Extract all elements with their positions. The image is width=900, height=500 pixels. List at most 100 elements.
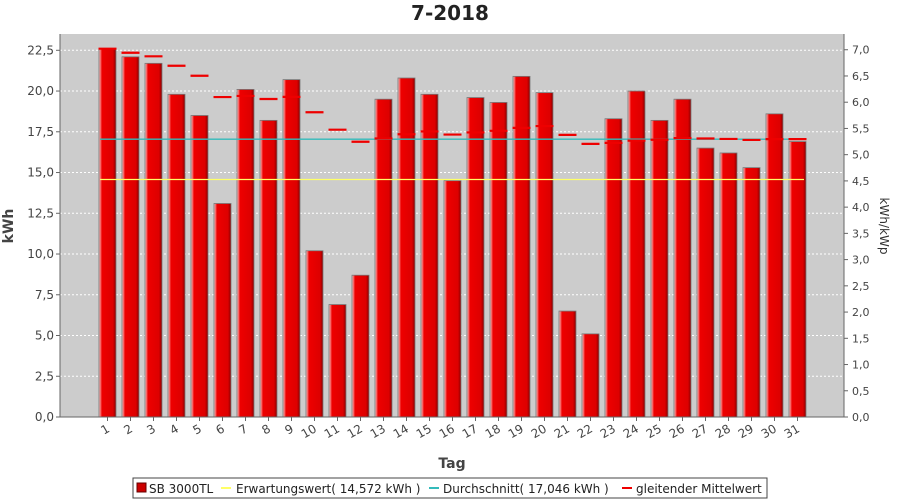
x-tick-label: 8 bbox=[259, 421, 273, 437]
x-ticks: 1 2 3 4 5 6 7 8 9 10 11 12 13 14 15 16 17 18 19 20 21 22 23 24 2… bbox=[98, 417, 802, 441]
x-tick-label: 25 bbox=[644, 421, 664, 441]
y-tick-label-right: 4,5 bbox=[852, 175, 870, 188]
bar bbox=[190, 115, 209, 418]
legend-label-expectation: Erwartungswert( 14,572 kWh ) bbox=[236, 482, 420, 496]
x-tick-label: 12 bbox=[345, 421, 365, 441]
legend: SB 3000TL Erwartungswert( 14,572 kWh ) D… bbox=[132, 477, 768, 499]
y-tick-label: 22,5 bbox=[27, 43, 54, 57]
x-tick-label: 31 bbox=[782, 421, 802, 441]
x-tick-label: 23 bbox=[598, 421, 618, 441]
legend-label-bar: SB 3000TL bbox=[149, 482, 214, 496]
x-tick-label: 24 bbox=[621, 421, 641, 441]
bar bbox=[581, 333, 600, 418]
bar bbox=[351, 274, 370, 418]
chart-title: 7-2018 bbox=[411, 1, 489, 25]
y-tick-label: 20,0 bbox=[27, 84, 54, 98]
y-tick-label-right: 3,5 bbox=[852, 227, 870, 240]
y-tick-label-right: 4,0 bbox=[852, 201, 870, 214]
x-tick-label: 22 bbox=[575, 421, 595, 441]
x-tick-label: 1 bbox=[98, 421, 112, 437]
legend-label-average: Durchschnitt( 17,046 kWh ) bbox=[443, 482, 609, 496]
x-tick-label: 9 bbox=[282, 421, 296, 437]
x-tick-label: 21 bbox=[552, 421, 572, 441]
x-tick-label: 2 bbox=[121, 421, 135, 437]
x-tick-label: 29 bbox=[736, 421, 756, 441]
y-tick-label-right: 3,0 bbox=[852, 254, 870, 267]
x-tick-label: 14 bbox=[391, 421, 411, 441]
x-tick-label: 13 bbox=[368, 421, 388, 441]
bar bbox=[558, 310, 577, 418]
bar bbox=[673, 98, 692, 418]
x-tick-label: 7 bbox=[236, 421, 250, 437]
bar bbox=[535, 92, 554, 418]
bar bbox=[466, 97, 485, 418]
bar bbox=[742, 167, 761, 418]
legend-label-moving-average: gleitender Mittelwert bbox=[636, 482, 762, 496]
bar bbox=[213, 203, 232, 418]
y-tick-label: 5,0 bbox=[35, 329, 54, 343]
y-tick-label-right: 7,0 bbox=[852, 44, 870, 57]
bar bbox=[420, 93, 439, 418]
legend-item-average: Durchschnitt( 17,046 kWh ) bbox=[429, 482, 609, 496]
legend-item-bar: SB 3000TL bbox=[136, 482, 214, 496]
bar bbox=[788, 141, 807, 418]
y-tick-label: 7,5 bbox=[35, 288, 54, 302]
bar bbox=[98, 48, 117, 418]
y-tick-label-right: 5,5 bbox=[852, 122, 870, 135]
y-tick-label: 15,0 bbox=[27, 166, 54, 180]
y-ticks-left: 0,0 2,5 5,0 7,5 10,0 12,5 15,0 17,5 20,0 22,5 bbox=[27, 43, 60, 424]
x-tick-label: 30 bbox=[759, 421, 779, 441]
bar bbox=[489, 102, 508, 418]
x-tick-label: 26 bbox=[667, 421, 687, 441]
x-tick-label: 17 bbox=[460, 421, 480, 441]
x-tick-label: 28 bbox=[713, 421, 733, 441]
legend-item-expectation: Erwartungswert( 14,572 kWh ) bbox=[221, 482, 420, 496]
bar bbox=[259, 119, 278, 418]
x-tick-label: 11 bbox=[322, 421, 342, 441]
bar bbox=[696, 147, 715, 418]
bar bbox=[121, 56, 140, 418]
x-tick-label: 20 bbox=[529, 421, 549, 441]
y-tick-label-right: 0,5 bbox=[852, 385, 870, 398]
bar bbox=[374, 98, 393, 418]
bar bbox=[144, 62, 163, 418]
x-tick-label: 10 bbox=[299, 421, 319, 441]
y-ticks-right: 0,0 0,5 1,0 1,5 2,0 2,5 3,0 3,5 4,0 4,5 5,0 5,5 6,0 6… bbox=[844, 44, 870, 424]
y-tick-label: 17,5 bbox=[27, 125, 54, 139]
x-tick-label: 27 bbox=[690, 421, 710, 441]
x-tick-label: 18 bbox=[483, 421, 503, 441]
bar bbox=[443, 180, 462, 418]
x-tick-label: 15 bbox=[414, 421, 434, 441]
bar bbox=[305, 250, 324, 418]
y-tick-label-right: 0,0 bbox=[852, 411, 870, 424]
x-tick-label: 3 bbox=[144, 421, 158, 437]
bar bbox=[397, 77, 416, 418]
y-tick-label-right: 6,0 bbox=[852, 96, 870, 109]
bar bbox=[719, 152, 738, 418]
y-axis-label: kWh bbox=[1, 209, 17, 244]
y-tick-label-right: 2,5 bbox=[852, 280, 870, 293]
y-tick-label-right: 2,0 bbox=[852, 306, 870, 319]
y-tick-label-right: 1,0 bbox=[852, 359, 870, 372]
legend-item-moving-average: gleitender Mittelwert bbox=[622, 482, 762, 496]
y-tick-label: 2,5 bbox=[35, 369, 54, 383]
bar bbox=[650, 119, 669, 418]
bar bbox=[167, 93, 186, 418]
moving-average-group bbox=[98, 47, 807, 145]
x-tick-label: 4 bbox=[167, 421, 181, 437]
legend-bar-swatch bbox=[136, 482, 147, 493]
x-tick-label: 19 bbox=[506, 421, 526, 441]
y-axis-label-right: kWh/kWp bbox=[877, 198, 891, 255]
bar bbox=[282, 79, 301, 418]
y-tick-label: 10,0 bbox=[27, 247, 54, 261]
bar bbox=[765, 113, 784, 418]
y-tick-label-right: 6,5 bbox=[852, 70, 870, 83]
y-tick-label: 12,5 bbox=[27, 206, 54, 220]
y-tick-label: 0,0 bbox=[35, 410, 54, 424]
x-tick-label: 6 bbox=[213, 421, 227, 437]
bar bbox=[604, 118, 623, 418]
y-tick-label-right: 5,0 bbox=[852, 149, 870, 162]
x-tick-label: 16 bbox=[437, 421, 457, 441]
